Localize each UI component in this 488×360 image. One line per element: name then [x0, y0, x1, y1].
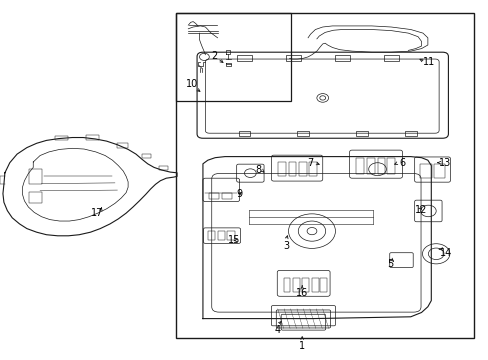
Bar: [176, 13, 290, 101]
Bar: [176, 13, 473, 338]
Text: 9: 9: [236, 189, 242, 199]
Text: 16: 16: [295, 288, 308, 298]
Bar: [238, 131, 250, 136]
Bar: [285, 55, 300, 61]
Bar: [366, 158, 374, 174]
Bar: [142, 154, 150, 158]
Bar: [288, 162, 296, 176]
Bar: [377, 158, 385, 174]
Text: 7: 7: [307, 158, 313, 168]
Text: 6: 6: [398, 158, 404, 168]
Bar: [227, 231, 234, 240]
Bar: [419, 164, 431, 178]
Bar: [334, 55, 349, 61]
Bar: [29, 169, 41, 184]
Text: 5: 5: [386, 258, 392, 269]
Bar: [355, 158, 363, 174]
Bar: [207, 231, 215, 240]
Bar: [159, 166, 167, 170]
Text: 17: 17: [90, 208, 103, 218]
Bar: [222, 193, 232, 199]
Bar: [299, 162, 306, 176]
Bar: [297, 131, 308, 136]
Text: 12: 12: [414, 204, 427, 215]
Bar: [311, 278, 318, 292]
Text: 10: 10: [185, 78, 198, 89]
Bar: [55, 136, 68, 140]
Text: 1: 1: [299, 341, 305, 351]
Bar: [355, 131, 367, 136]
Bar: [29, 192, 41, 203]
Text: 11: 11: [422, 57, 435, 67]
Text: 8: 8: [255, 165, 261, 175]
Bar: [308, 162, 316, 176]
Text: 14: 14: [439, 248, 451, 258]
Bar: [383, 55, 398, 61]
Text: 4: 4: [274, 325, 280, 336]
Bar: [217, 231, 224, 240]
Bar: [117, 143, 128, 148]
Bar: [320, 278, 326, 292]
Text: 13: 13: [438, 158, 450, 168]
Bar: [277, 162, 285, 176]
Bar: [386, 158, 394, 174]
Bar: [302, 278, 308, 292]
Bar: [293, 278, 300, 292]
Text: 3: 3: [283, 240, 288, 251]
Bar: [283, 278, 290, 292]
Bar: [237, 55, 251, 61]
Text: 2: 2: [211, 51, 217, 61]
Text: 15: 15: [227, 235, 240, 246]
Bar: [85, 135, 99, 140]
Bar: [433, 164, 444, 178]
Bar: [404, 131, 416, 136]
Bar: [209, 193, 219, 199]
